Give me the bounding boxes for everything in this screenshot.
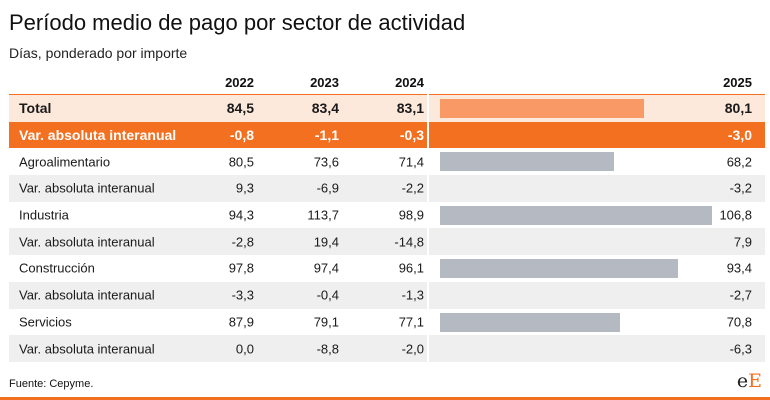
chart-subtitle: Días, ponderado por importe — [9, 45, 188, 61]
value-2023: 19,4 — [313, 234, 339, 250]
value-2022: 84,5 — [226, 100, 254, 117]
bar-2025 — [440, 312, 621, 332]
row-label: Servicios — [19, 314, 72, 330]
value-2023: 79,1 — [313, 314, 339, 330]
table-row-variation: Var. absoluta interanual 9,3 -6,9 -2,2 -3,2 — [9, 175, 765, 202]
table-row: Agroalimentario 80,5 73,6 71,4 68,2 — [9, 148, 765, 175]
value-2024: 98,9 — [398, 207, 424, 223]
table-row-variation: Var. absoluta interanual -0,8 -1,1 -0,3 -3,0 — [9, 121, 765, 149]
value-2022: -2,8 — [231, 234, 254, 250]
row-label: Construcción — [19, 260, 95, 276]
value-2025: -6,3 — [729, 341, 752, 357]
header-2024: 2024 — [395, 75, 424, 90]
value-2023: -8,8 — [316, 341, 339, 357]
value-2025: 70,8 — [726, 314, 752, 330]
bar-2025 — [440, 152, 614, 172]
table-row: Industria 94,3 113,7 98,9 106,8 — [9, 202, 765, 229]
value-2022: -0,8 — [229, 127, 254, 144]
chart-title: Período medio de pago por sector de acti… — [9, 10, 466, 35]
value-2025: 93,4 — [726, 260, 752, 276]
value-2022: 9,3 — [235, 180, 254, 196]
value-2025: 80,1 — [724, 100, 752, 117]
value-2023: 73,6 — [313, 154, 339, 170]
value-2024: -1,3 — [401, 287, 424, 303]
value-2024: -14,8 — [394, 234, 424, 250]
bar-2025 — [440, 205, 712, 225]
value-2024: -2,2 — [401, 180, 424, 196]
row-label: Var. absoluta interanual — [19, 234, 155, 250]
value-2025: -3,0 — [727, 127, 752, 144]
table-row: Servicios 87,9 79,1 77,1 70,8 — [9, 309, 765, 336]
table-header: 2022 2023 2024 2025 — [9, 68, 765, 94]
bar-2025 — [440, 259, 678, 279]
brand-logo: eE — [736, 370, 762, 392]
table-row-variation: Var. absoluta interanual -3,3 -0,4 -1,3 -2,7 — [9, 281, 765, 309]
row-label: Industria — [19, 207, 69, 223]
value-2022: -3,3 — [231, 287, 254, 303]
value-2023: 113,7 — [307, 207, 339, 223]
table-row: Total 84,5 83,4 83,1 80,1 — [9, 94, 765, 122]
bottom-accent-line — [0, 397, 770, 400]
row-label: Var. absoluta interanual — [19, 180, 155, 196]
header-2023: 2023 — [310, 75, 339, 90]
value-2022: 80,5 — [228, 154, 254, 170]
value-2024: -2,0 — [401, 341, 424, 357]
table-row-variation: Var. absoluta interanual 0,0 -8,8 -2,0 -6,3 — [9, 335, 765, 362]
value-2022: 0,0 — [235, 341, 254, 357]
bar-2025 — [440, 99, 644, 118]
value-2023: 83,4 — [311, 100, 339, 117]
value-2022: 87,9 — [228, 314, 254, 330]
value-2024: -0,3 — [399, 127, 424, 144]
value-2023: 97,4 — [313, 260, 339, 276]
value-2024: 77,1 — [398, 314, 424, 330]
source-note: Fuente: Cepyme. — [9, 378, 94, 390]
row-label: Var. absoluta interanual — [19, 287, 155, 303]
value-2025: 7,9 — [733, 234, 752, 250]
value-2025: -3,2 — [729, 180, 752, 196]
table-row: Construcción 97,8 97,4 96,1 93,4 — [9, 255, 765, 282]
value-2022: 97,8 — [228, 260, 254, 276]
value-2024: 83,1 — [396, 100, 424, 117]
value-2025: 68,2 — [726, 154, 752, 170]
row-label: Total — [19, 100, 52, 117]
row-label: Agroalimentario — [19, 154, 111, 170]
data-table: 2022 2023 2024 2025 Total 84,5 83,4 83,1 80,… — [9, 68, 765, 362]
header-2022: 2022 — [225, 75, 254, 90]
value-2024: 71,4 — [398, 154, 424, 170]
value-2025: 106,8 — [719, 207, 752, 223]
value-2025: -2,7 — [729, 287, 752, 303]
row-label: Var. absoluta interanual — [19, 127, 177, 144]
header-2025: 2025 — [723, 75, 752, 90]
table-row-variation: Var. absoluta interanual -2,8 19,4 -14,8 7,9 — [9, 228, 765, 256]
value-2023: -1,1 — [314, 127, 339, 144]
value-2022: 94,3 — [228, 207, 254, 223]
column-divider — [427, 94, 429, 368]
table-body: Total 84,5 83,4 83,1 80,1 Var. absoluta inter… — [9, 94, 765, 362]
value-2024: 96,1 — [398, 260, 424, 276]
value-2023: -6,9 — [316, 180, 339, 196]
value-2023: -0,4 — [316, 287, 339, 303]
row-label: Var. absoluta interanual — [19, 341, 155, 357]
